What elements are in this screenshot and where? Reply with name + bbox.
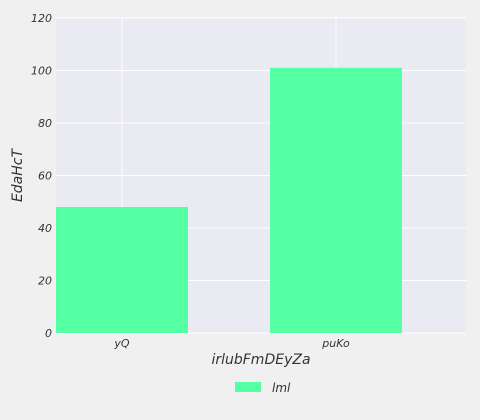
x-axis-ticks: yQ puKo [113, 337, 350, 350]
x-tick-label: yQ [113, 337, 130, 350]
bar-yQ [56, 207, 188, 333]
x-axis-label: irlubFmDEyZa [211, 352, 310, 368]
y-tick-label: 80 [38, 117, 52, 130]
y-axis-label: EdaHcT [10, 148, 26, 203]
legend-label: lml [272, 381, 291, 395]
bars [56, 67, 402, 333]
x-tick-label: puKo [321, 337, 350, 350]
y-tick-label: 40 [38, 222, 52, 235]
y-tick-label: 60 [38, 170, 52, 183]
y-tick-label: 100 [31, 65, 52, 78]
y-tick-label: 20 [38, 275, 52, 288]
y-tick-label: 120 [31, 12, 52, 25]
y-tick-label: 0 [45, 327, 52, 340]
y-axis-ticks: 0 20 40 60 80 100 120 [31, 12, 52, 340]
legend: lml [235, 381, 291, 395]
legend-swatch [235, 382, 261, 392]
bar-puKo [270, 67, 402, 333]
